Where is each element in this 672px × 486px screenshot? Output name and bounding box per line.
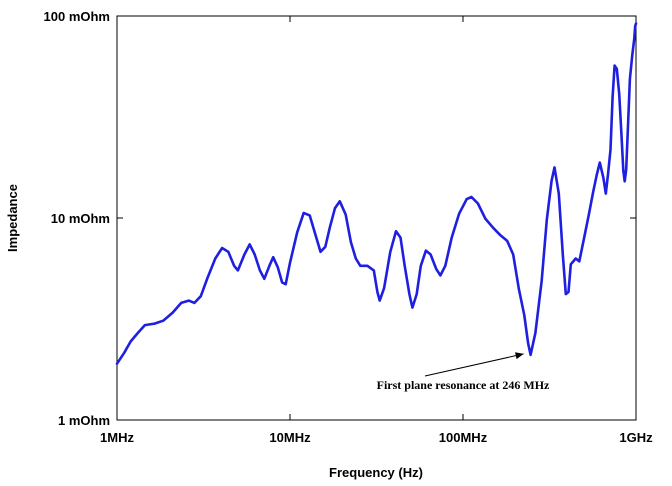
annotation-arrowhead <box>515 352 524 360</box>
y-tick-label: 10 mOhm <box>51 211 110 226</box>
series-layer <box>115 22 638 365</box>
x-tick-label: 100MHz <box>439 430 488 445</box>
impedance-series-line <box>115 22 638 365</box>
x-tick-label: 1GHz <box>619 430 653 445</box>
x-axis-title: Frequency (Hz) <box>329 465 423 480</box>
y-axis: 1 mOhm 10 mOhm 100 mOhm <box>44 9 636 428</box>
y-tick-label: 100 mOhm <box>44 9 110 24</box>
y-axis-title: Impedance <box>5 184 20 252</box>
annotation: First plane resonance at 246 MHz <box>377 352 550 392</box>
plot-frame <box>116 15 637 421</box>
annotation-arrow <box>424 353 524 377</box>
annotation-text: First plane resonance at 246 MHz <box>377 378 550 392</box>
x-axis: 1MHz 10MHz 100MHz 1GHz <box>100 16 653 445</box>
y-tick-label: 1 mOhm <box>58 413 110 428</box>
x-tick-label: 1MHz <box>100 430 134 445</box>
x-tick-label: 10MHz <box>269 430 311 445</box>
